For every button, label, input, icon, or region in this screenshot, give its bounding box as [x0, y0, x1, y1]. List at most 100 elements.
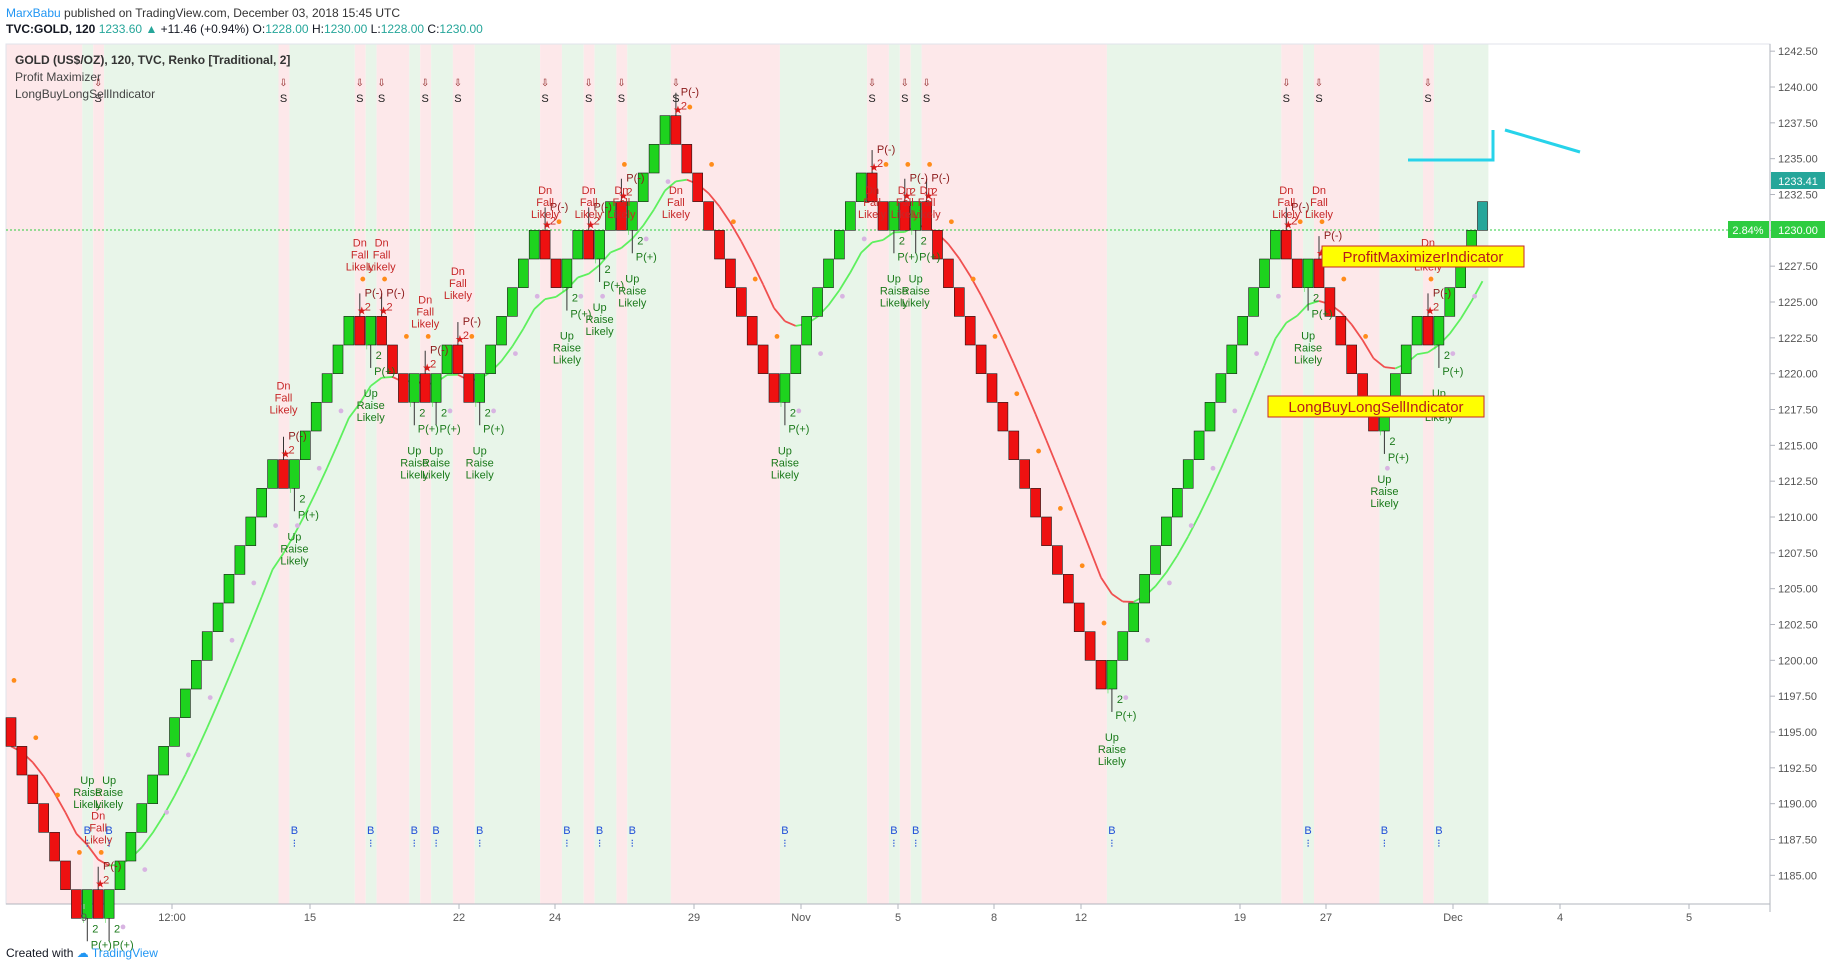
buy-signal-icon: ⁝: [107, 838, 111, 850]
up-raise-likely-label: Raise: [400, 457, 428, 469]
renko-brick: [670, 115, 682, 145]
buy-signal-label: B: [1381, 825, 1388, 837]
trailing-dot: [11, 678, 17, 683]
legend-symbol[interactable]: GOLD (US$/OZ), 120, TVC, Renko [Traditio…: [15, 53, 291, 67]
trailing-dot: [1014, 391, 1020, 397]
trailing-dot: [360, 276, 366, 282]
count-label: 2: [376, 350, 382, 362]
ma-segment: [610, 247, 622, 254]
time-tick-label: 5: [1686, 912, 1692, 924]
close-label: C:: [427, 22, 440, 36]
trend-band: [1423, 44, 1434, 904]
buy-signal-label: B: [1304, 825, 1311, 837]
price-tick-label: 1202.50: [1778, 620, 1818, 632]
up-raise-likely-label: Likely: [771, 469, 800, 481]
trend-band: [104, 44, 279, 904]
ma-segment: [598, 251, 612, 266]
renko-brick: [790, 344, 802, 374]
tradingview-brand[interactable]: TradingView: [91, 946, 158, 960]
tradingview-cloud-icon[interactable]: ☁: [76, 946, 89, 960]
renko-brick: [114, 860, 126, 890]
up-raise-likely-label: Likely: [586, 326, 615, 338]
trailing-dot: [1297, 219, 1303, 225]
dn-fall-likely-label: Fall: [918, 197, 936, 209]
up-raise-likely-label: Raise: [902, 285, 930, 297]
ma-segment: [1307, 300, 1320, 306]
count-label: 2: [1313, 293, 1319, 305]
p-plus-label: P(+): [440, 423, 461, 435]
trend-band: [93, 44, 105, 904]
time-tick-label: 12:00: [158, 912, 186, 924]
dn-fall-likely-label: Likely: [346, 261, 375, 273]
dn-fall-likely-label: Dn: [614, 185, 628, 197]
ma-segment: [271, 552, 285, 570]
renko-brick: [964, 316, 976, 346]
buy-signal-label: B: [629, 825, 636, 837]
up-raise-likely-label: Likely: [1370, 498, 1399, 510]
up-raise-likely-label: Raise: [1294, 343, 1322, 355]
sell-signal-label: S: [1424, 93, 1431, 105]
sell-arrow-icon: ⇩: [868, 78, 876, 89]
up-arrow-icon: ↑: [887, 226, 892, 237]
ma-segment: [1372, 357, 1385, 368]
background-bands: [6, 44, 1489, 904]
price-tick-label: 1237.50: [1778, 118, 1818, 130]
renko-brick: [1226, 344, 1238, 374]
renko-brick: [343, 316, 355, 346]
buy-signal-icon: ⁝: [86, 838, 90, 850]
renko-brick: [1335, 316, 1347, 346]
open-value: 1228.00: [265, 22, 309, 36]
renko-brick: [201, 631, 213, 661]
dn-fall-likely-label: Likely: [662, 209, 691, 221]
trend-band: [289, 44, 355, 904]
trend-band: [888, 44, 900, 904]
time-tick-label: 8: [991, 912, 997, 924]
renko-brick: [1008, 430, 1020, 460]
buy-signal-label: B: [84, 825, 91, 837]
renko-brick: [517, 258, 529, 288]
p-minus-label: P(-): [463, 316, 481, 328]
trailing-dot: [1101, 620, 1107, 626]
trailing-dot: [98, 850, 104, 855]
trailing-dot: [1385, 465, 1390, 471]
legend-long-buy-long-sell[interactable]: LongBuyLongSellIndicator: [15, 87, 156, 101]
legend-profit-maximizer[interactable]: Profit Maximizer: [15, 70, 102, 84]
star-icon: ★: [455, 334, 465, 346]
ma-segment: [370, 377, 383, 387]
sell-signal-label: S: [672, 93, 679, 105]
renko-brick: [1291, 258, 1303, 288]
up-raise-likely-label: Raise: [280, 543, 308, 555]
p-minus-label: P(-): [1433, 287, 1451, 299]
renko-brick: [332, 344, 344, 374]
p-minus-label: P(-): [681, 87, 699, 99]
sell-signal-label: S: [923, 93, 930, 105]
ma-segment: [544, 295, 557, 301]
up-arrow-icon: ↑: [1378, 427, 1383, 438]
renko-brick: [234, 545, 246, 575]
trailing-dot: [992, 334, 998, 339]
count-label: 2: [92, 923, 98, 935]
star-icon: ★: [1425, 305, 1435, 317]
renko-brick: [1150, 545, 1161, 575]
p-plus-label: P(+): [483, 423, 504, 435]
renko-brick: [779, 373, 791, 403]
ma-segment: [75, 833, 88, 846]
up-raise-likely-label: Likely: [466, 469, 495, 481]
trend-band: [420, 44, 432, 904]
trailing-dot: [600, 293, 605, 299]
trailing-dot: [643, 236, 649, 242]
renko-brick: [1346, 344, 1357, 374]
renko-brick: [1030, 488, 1041, 518]
author-name[interactable]: MarxBabu: [6, 6, 61, 20]
ma-segment: [1449, 318, 1462, 335]
up-raise-likely-label: Likely: [422, 469, 451, 481]
price-tick-label: 1187.50: [1778, 835, 1817, 847]
p-minus-label: P(-): [430, 345, 448, 357]
buy-signal-label: B: [105, 825, 112, 837]
renko-brick: [191, 660, 202, 690]
renko-brick: [997, 402, 1009, 432]
sell-arrow-icon: ⇩: [1282, 78, 1290, 89]
renko-brick: [267, 459, 278, 489]
star-icon: ★: [924, 191, 934, 203]
